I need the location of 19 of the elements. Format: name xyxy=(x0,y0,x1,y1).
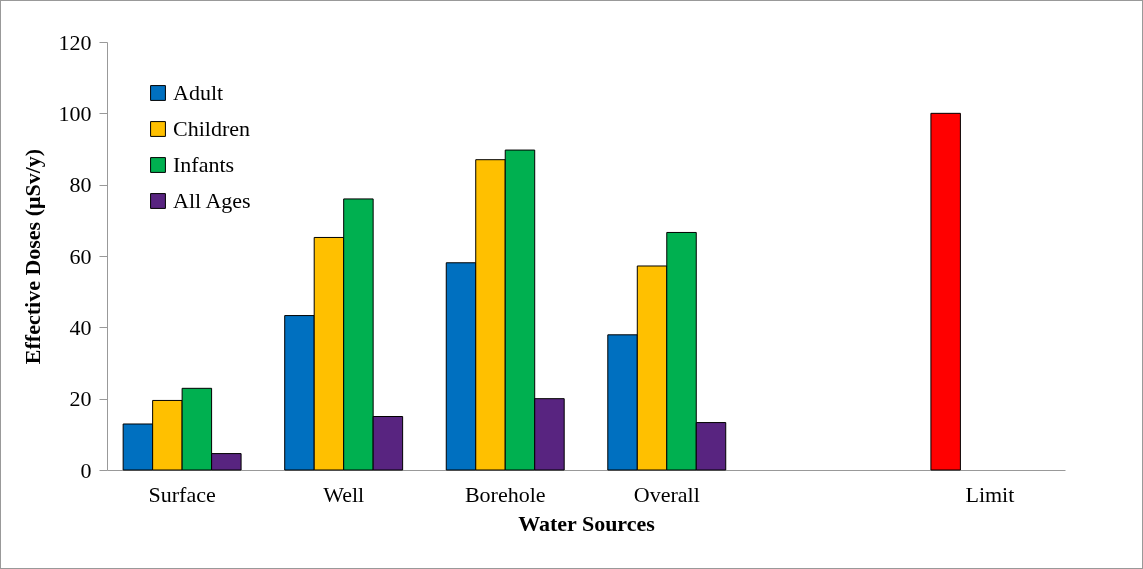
y-tick-label: 20 xyxy=(69,386,92,412)
x-tick-label: Well xyxy=(323,481,365,507)
legend-label: Adult xyxy=(173,80,224,105)
x-axis-title: Water Sources xyxy=(518,510,656,536)
x-tick-label: Surface xyxy=(148,481,216,507)
bar xyxy=(930,112,961,471)
y-tick-label: 120 xyxy=(58,29,92,55)
y-tick-label: 0 xyxy=(80,457,92,483)
y-axis-title: Effective Doses (μSv/y) xyxy=(19,148,45,365)
legend-label: Children xyxy=(173,116,250,141)
legend-label: All Ages xyxy=(173,188,251,213)
y-tick-label: 80 xyxy=(69,172,92,198)
x-tick-label: Limit xyxy=(965,481,1015,507)
legend-label: Infants xyxy=(173,152,235,177)
y-tick-label: 60 xyxy=(69,243,92,269)
x-tick-label: Overall xyxy=(633,481,700,507)
x-tick-label: Borehole xyxy=(464,481,546,507)
y-tick-label: 100 xyxy=(58,100,92,126)
y-tick-label: 40 xyxy=(69,314,92,340)
